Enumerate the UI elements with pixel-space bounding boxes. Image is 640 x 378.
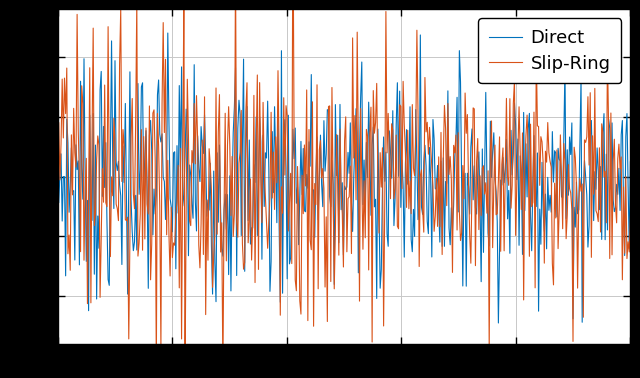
Line: Slip-Ring: Slip-Ring — [58, 0, 630, 378]
Direct — [627, 160, 634, 164]
Line: Direct: Direct — [58, 33, 630, 323]
Direct — [615, 166, 623, 170]
Direct — [396, 89, 403, 93]
Direct — [54, 80, 61, 85]
Direct — [495, 321, 502, 325]
Slip-Ring — [627, 214, 634, 219]
Slip-Ring — [366, 130, 374, 135]
Direct — [164, 31, 172, 35]
Direct — [330, 282, 338, 287]
Slip-Ring — [397, 104, 404, 108]
Direct — [327, 204, 335, 209]
Slip-Ring — [525, 254, 533, 259]
Slip-Ring — [615, 142, 623, 146]
Slip-Ring — [332, 228, 339, 233]
Slip-Ring — [328, 85, 336, 90]
Direct — [525, 111, 533, 116]
Legend: Direct, Slip-Ring: Direct, Slip-Ring — [478, 19, 621, 84]
Slip-Ring — [54, 226, 61, 230]
Direct — [365, 100, 372, 104]
